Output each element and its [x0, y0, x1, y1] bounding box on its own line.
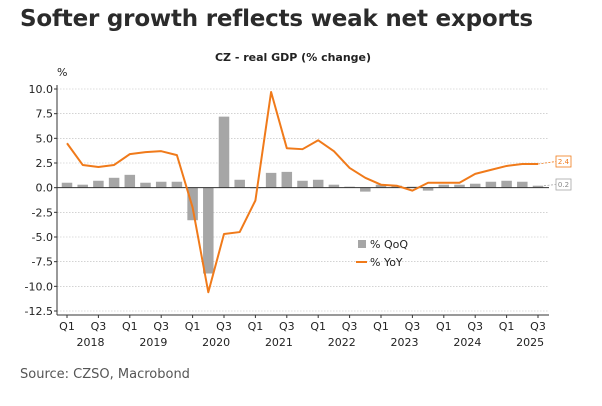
- x-year-label: 2019: [139, 336, 167, 349]
- qoq-bar: [422, 187, 434, 191]
- x-quarter-label: Q1: [373, 320, 389, 333]
- qoq-bar: [454, 184, 465, 188]
- x-year-label: 2021: [265, 336, 293, 349]
- end-value-labels: 2.4 0.2: [537, 155, 572, 191]
- x-quarter-label: Q1: [310, 320, 326, 333]
- legend-label-qoq: % QoQ: [370, 238, 408, 251]
- page-headline: Softer growth reflects weak net exports: [20, 6, 533, 32]
- qoq-bar: [61, 182, 73, 188]
- qoq-bar: [312, 179, 324, 188]
- qoq-bar: [124, 174, 136, 188]
- x-quarter-label: Q1: [122, 320, 138, 333]
- x-quarter-label: Q3: [530, 320, 546, 333]
- qoq-bar: [532, 185, 544, 188]
- y-axis-unit-label: %: [57, 66, 67, 79]
- y-tick-label: 5.0: [36, 132, 54, 145]
- y-tick-label: -10.0: [25, 280, 53, 293]
- gridlines: [57, 88, 549, 312]
- end-connector-yoy: [537, 161, 557, 165]
- qoq-bar: [438, 184, 450, 188]
- y-tick-label: -2.5: [32, 206, 53, 219]
- y-tick-label: 2.5: [36, 157, 54, 170]
- x-quarter-label: Q1: [248, 320, 264, 333]
- x-year-label: 2023: [391, 336, 419, 349]
- qoq-bar: [297, 180, 308, 188]
- qoq-bar: [375, 184, 387, 188]
- source-note: Source: CZSO, Macrobond: [20, 367, 190, 382]
- x-quarter-label: Q1: [499, 320, 515, 333]
- yoy-line-path: [66, 90, 538, 294]
- x-quarter-label: Q3: [91, 320, 107, 333]
- qoq-bar: [281, 171, 293, 188]
- end-label-qoq: 0.2: [558, 181, 569, 189]
- qoq-bar: [501, 180, 512, 188]
- qoq-bar: [360, 187, 371, 192]
- qoq-bar: [155, 181, 167, 188]
- x-year-label: 2024: [453, 336, 481, 349]
- legend-swatch-qoq: [358, 240, 366, 248]
- qoq-bar: [328, 184, 340, 188]
- y-tick-label: 7.5: [36, 108, 54, 121]
- axes: [54, 85, 549, 318]
- qoq-bar: [171, 181, 183, 188]
- qoq-bar: [108, 177, 120, 188]
- x-quarter-label: Q3: [405, 320, 421, 333]
- qoq-bar: [265, 172, 277, 188]
- qoq-bar: [517, 181, 528, 188]
- qoq-bar: [140, 182, 151, 188]
- qoq-bar: [485, 181, 497, 188]
- y-tick-label: -12.5: [25, 305, 53, 318]
- x-tick-labels: Q1 Q3 Q1 Q3 Q1 Q3 Q1 Q3 Q1 Q3 Q1 Q3 Q1 Q3 Q1 Q3 2018 2019…: [59, 320, 546, 349]
- y-tick-label: 10.0: [29, 83, 54, 96]
- x-year-label: 2018: [77, 336, 105, 349]
- legend-label-yoy: % YoY: [370, 256, 403, 269]
- x-quarter-label: Q3: [216, 320, 232, 333]
- y-tick-label: -5.0: [32, 231, 53, 244]
- x-quarter-label: Q3: [153, 320, 169, 333]
- end-connector-qoq: [543, 184, 557, 187]
- y-tick-label: 0.0: [36, 182, 54, 195]
- qoq-bar: [93, 180, 104, 188]
- x-quarter-label: Q3: [467, 320, 483, 333]
- qoq-bar: [203, 187, 214, 274]
- yoy-line: [66, 90, 538, 294]
- qoq-bar: [218, 116, 230, 188]
- x-year-label: 2022: [328, 336, 356, 349]
- y-tick-labels: 10.0 7.5 5.0 2.5 0.0 -2.5 -5.0 -7.5 -10.0 -12.5: [25, 83, 53, 318]
- chart-legend: % QoQ % YoY: [356, 238, 408, 269]
- x-year-label: 2025: [516, 336, 544, 349]
- qoq-bars: [61, 116, 544, 274]
- x-quarter-label: Q3: [279, 320, 295, 333]
- qoq-bar: [77, 184, 88, 188]
- qoq-bar: [234, 179, 245, 188]
- x-quarter-label: Q1: [59, 320, 75, 333]
- x-quarter-label: Q1: [185, 320, 201, 333]
- x-quarter-label: Q1: [436, 320, 452, 333]
- x-quarter-label: Q3: [342, 320, 358, 333]
- x-year-label: 2020: [202, 336, 230, 349]
- qoq-bar: [469, 183, 481, 188]
- chart-title: CZ - real GDP (% change): [215, 51, 371, 64]
- y-tick-label: -7.5: [32, 256, 53, 269]
- end-label-yoy: 2.4: [558, 158, 570, 166]
